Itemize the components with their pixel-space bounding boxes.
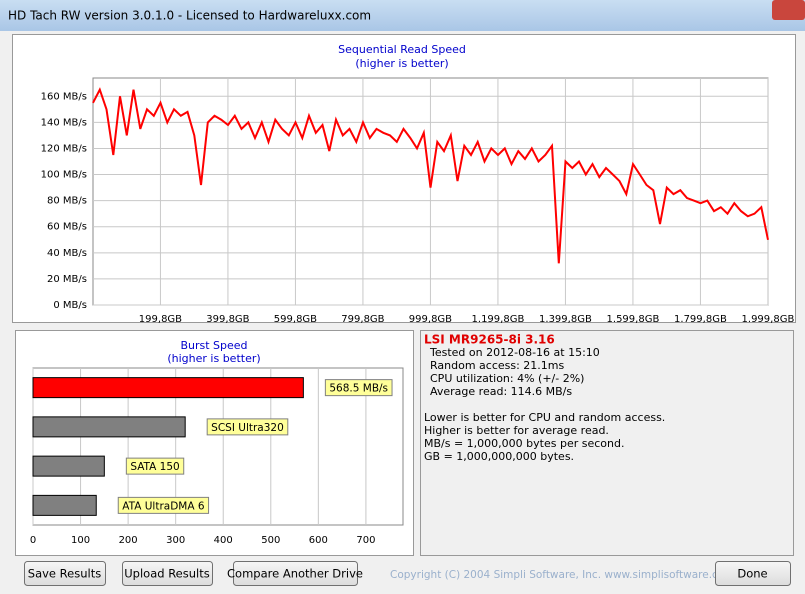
y-tick-label: 60 MB/s [47, 222, 87, 233]
x-tick-label: 1.799,8GB [674, 314, 727, 325]
info-detail: Random access: 21.1ms [430, 359, 565, 372]
x-tick-label: 999,8GB [409, 314, 452, 325]
close-button[interactable] [772, 0, 805, 20]
info-panel [420, 330, 794, 556]
chart-title: Burst Speed [180, 339, 247, 352]
y-tick-label: 120 MB/s [41, 143, 87, 154]
y-tick-label: 0 MB/s [53, 300, 87, 311]
y-tick-label: 100 MB/s [41, 170, 87, 181]
bar-label: SCSI Ultra320 [211, 422, 284, 434]
y-tick-label: 80 MB/s [47, 196, 87, 207]
x-tick-label: 199,8GB [139, 314, 182, 325]
y-tick-label: 40 MB/s [47, 248, 87, 259]
bar [32, 377, 304, 399]
info-title: LSI MR9265-8i 3.16 [424, 333, 555, 347]
button-label: Upload Results [124, 567, 209, 581]
bar-label: ATA UltraDMA 6 [122, 500, 205, 512]
window-title: HD Tach RW version 3.0.1.0 - Licensed to… [8, 9, 371, 23]
button-face [715, 561, 791, 586]
bar-label: SATA 150 [130, 461, 179, 473]
x-tick-label: 200 [119, 535, 138, 546]
button[interactable]: Upload Results [122, 561, 213, 586]
button-label: Compare Another Drive [227, 567, 363, 581]
info-note: MB/s = 1,000,000 bytes per second. [424, 437, 624, 450]
button[interactable]: Compare Another Drive [227, 561, 363, 586]
info-detail: Tested on 2012-08-16 at 15:10 [429, 346, 600, 359]
button[interactable]: Save Results [24, 561, 106, 586]
chart-subtitle: (higher is better) [355, 57, 448, 70]
button-label: Save Results [28, 567, 101, 581]
x-tick-label: 1.399,8GB [539, 314, 592, 325]
button-face [233, 561, 358, 586]
x-tick-label: 400 [214, 535, 233, 546]
info-note: Higher is better for average read. [424, 424, 609, 437]
y-tick-label: 140 MB/s [41, 117, 87, 128]
x-tick-label: 799,8GB [341, 314, 384, 325]
copyright: Copyright (C) 2004 Simpli Software, Inc.… [390, 569, 734, 581]
chart-title: Sequential Read Speed [338, 43, 466, 56]
title-bar [0, 0, 805, 31]
x-tick-label: 1.999,8GB [742, 314, 795, 325]
x-tick-label: 100 [71, 535, 90, 546]
x-tick-label: 0 [30, 535, 36, 546]
button-face [24, 561, 106, 586]
button-face [122, 561, 213, 586]
x-tick-label: 599,8GB [274, 314, 317, 325]
info-detail: Average read: 114.6 MB/s [430, 385, 572, 398]
x-tick-label: 500 [261, 535, 280, 546]
bar-label-box [206, 418, 289, 436]
bar-label: 568.5 MB/s [329, 383, 388, 395]
x-tick-label: 1.199,8GB [472, 314, 525, 325]
button-label: Done [737, 567, 767, 581]
bar [32, 416, 186, 438]
bar-label-box [125, 457, 185, 475]
x-tick-label: 300 [166, 535, 185, 546]
button[interactable]: Done [715, 561, 791, 586]
bar-label-box [324, 379, 393, 397]
y-tick-label: 20 MB/s [47, 274, 87, 285]
x-tick-label: 600 [309, 535, 328, 546]
bar [32, 494, 97, 516]
x-tick-label: 1.599,8GB [607, 314, 660, 325]
y-tick-label: 160 MB/s [41, 91, 87, 102]
x-tick-label: 700 [356, 535, 375, 546]
info-note: Lower is better for CPU and random acces… [424, 411, 665, 424]
read-speed-line [92, 87, 769, 264]
x-tick-label: 399,8GB [206, 314, 249, 325]
info-detail: CPU utilization: 4% (+/- 2%) [430, 372, 584, 385]
chart-subtitle: (higher is better) [167, 352, 260, 365]
bar-label-box [117, 496, 210, 514]
info-note: GB = 1,000,000,000 bytes. [424, 450, 574, 463]
bar [32, 455, 105, 477]
